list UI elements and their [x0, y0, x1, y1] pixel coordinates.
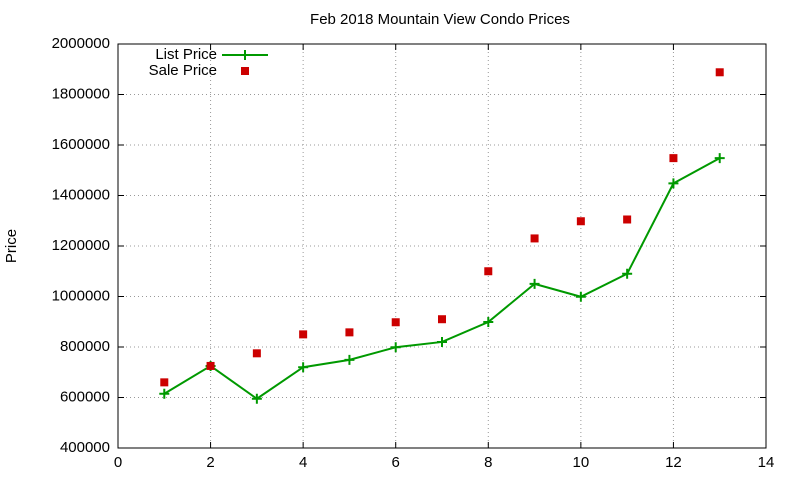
data-point: [437, 336, 447, 347]
x-tick-label: 0: [114, 454, 122, 471]
y-tick-label: 1200000: [52, 237, 110, 254]
data-point: [484, 267, 493, 276]
data-point: [575, 291, 586, 302]
x-tick-label: 6: [392, 454, 400, 471]
data-point: [576, 217, 585, 226]
chart-title: Feb 2018 Mountain View Condo Prices: [310, 11, 570, 28]
data-point: [530, 234, 539, 243]
x-tick-label: 4: [299, 454, 307, 471]
data-point: [206, 361, 215, 370]
y-tick-label: 2000000: [52, 35, 110, 52]
x-tick-label: 8: [484, 454, 492, 471]
data-point: [438, 315, 446, 324]
data-point: [483, 317, 494, 328]
data-point: [622, 268, 633, 279]
data-point: [344, 354, 355, 365]
data-point: [251, 393, 262, 404]
x-tick-label: 2: [206, 454, 214, 471]
data-point: [299, 330, 308, 339]
x-tick-label: 12: [665, 454, 682, 471]
x-tick-label: 14: [758, 454, 775, 471]
data-point: [298, 362, 309, 373]
legend-marker: [241, 67, 249, 75]
plot-frame: [117, 43, 767, 449]
data-point: [668, 178, 679, 189]
data-point: [623, 215, 632, 224]
data-point: [714, 153, 725, 164]
y-tick-label: 1800000: [52, 85, 110, 102]
x-tick-label: 10: [573, 454, 590, 471]
data-point: [160, 378, 169, 387]
legend-marker: [240, 50, 250, 60]
data-point: [345, 328, 354, 337]
y-tick-label: 1000000: [52, 287, 110, 304]
y-tick-label: 600000: [60, 388, 110, 405]
legend-label: List Price: [155, 46, 217, 63]
data-point: [252, 349, 261, 358]
data-point: [715, 68, 724, 77]
data-point: [391, 318, 400, 327]
data-point: [159, 388, 170, 399]
data-point: [529, 278, 540, 289]
y-tick-label: 1600000: [52, 136, 110, 153]
data-point: [669, 154, 678, 163]
y-axis-label: Price: [3, 229, 20, 263]
y-tick-label: 400000: [60, 439, 110, 456]
legend-label: Sale Price: [149, 62, 217, 79]
y-tick-label: 800000: [60, 338, 110, 355]
data-point: [390, 342, 401, 353]
y-tick-label: 1400000: [52, 186, 110, 203]
